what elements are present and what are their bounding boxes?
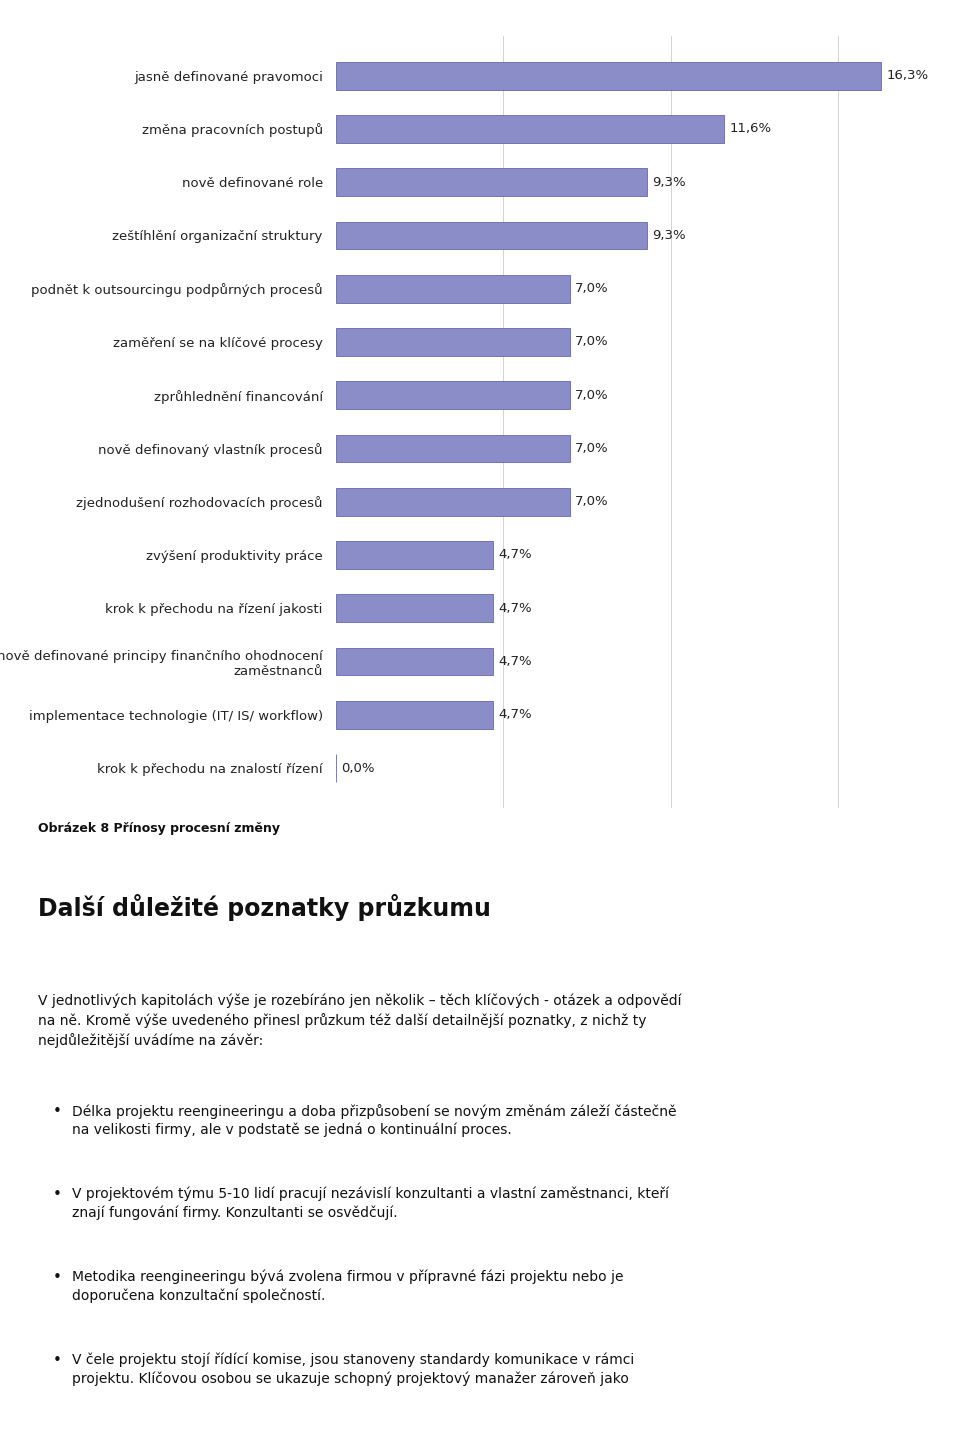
Bar bbox=[336, 488, 570, 516]
Text: 11,6%: 11,6% bbox=[730, 123, 771, 136]
Text: •: • bbox=[53, 1353, 61, 1367]
Text: 7,0%: 7,0% bbox=[575, 389, 609, 402]
Text: 9,3%: 9,3% bbox=[652, 176, 685, 189]
Bar bbox=[336, 222, 647, 249]
Bar bbox=[336, 435, 570, 462]
Text: 0,0%: 0,0% bbox=[341, 762, 374, 775]
Text: 4,7%: 4,7% bbox=[498, 708, 532, 721]
Text: 7,0%: 7,0% bbox=[575, 336, 609, 349]
Text: •: • bbox=[53, 1187, 61, 1201]
Text: 7,0%: 7,0% bbox=[575, 495, 609, 508]
Text: Metodika reengineeringu bývá zvolena firmou v přípravné fázi projektu nebo je
do: Metodika reengineeringu bývá zvolena fir… bbox=[72, 1270, 623, 1303]
Bar bbox=[336, 327, 570, 356]
Text: 4,7%: 4,7% bbox=[498, 549, 532, 562]
Text: 4,7%: 4,7% bbox=[498, 602, 532, 615]
Text: 9,3%: 9,3% bbox=[652, 229, 685, 242]
Bar bbox=[336, 648, 493, 675]
Text: •: • bbox=[53, 1104, 61, 1118]
Text: 7,0%: 7,0% bbox=[575, 282, 609, 295]
Text: 7,0%: 7,0% bbox=[575, 442, 609, 455]
Bar bbox=[336, 275, 570, 303]
Bar bbox=[336, 61, 881, 90]
Text: Obrázek 8 Přínosy procesní změny: Obrázek 8 Přínosy procesní změny bbox=[38, 822, 280, 835]
Bar bbox=[336, 541, 493, 569]
Bar bbox=[336, 169, 647, 196]
Bar bbox=[336, 595, 493, 622]
Text: •: • bbox=[53, 1270, 61, 1284]
Text: Další důležité poznatky průzkumu: Další důležité poznatky průzkumu bbox=[38, 894, 492, 921]
Text: V jednotlivých kapitolách výše je rozebíráno jen několik – těch klíčových - otáz: V jednotlivých kapitolách výše je rozebí… bbox=[38, 994, 682, 1048]
Bar bbox=[336, 382, 570, 409]
Text: Délka projektu reengineeringu a doba přizpůsobení se novým změnám záleží částečn: Délka projektu reengineeringu a doba při… bbox=[72, 1104, 677, 1137]
Bar bbox=[336, 701, 493, 729]
Text: V čele projektu stojí řídící komise, jsou stanoveny standardy komunikace v rámci: V čele projektu stojí řídící komise, jso… bbox=[72, 1353, 635, 1386]
Text: 4,7%: 4,7% bbox=[498, 655, 532, 668]
Text: V projektovém týmu 5-10 lidí pracují nezávislí konzultanti a vlastní zaměstnanci: V projektovém týmu 5-10 lidí pracují nez… bbox=[72, 1187, 669, 1220]
Bar bbox=[336, 114, 724, 143]
Text: 16,3%: 16,3% bbox=[886, 69, 928, 82]
